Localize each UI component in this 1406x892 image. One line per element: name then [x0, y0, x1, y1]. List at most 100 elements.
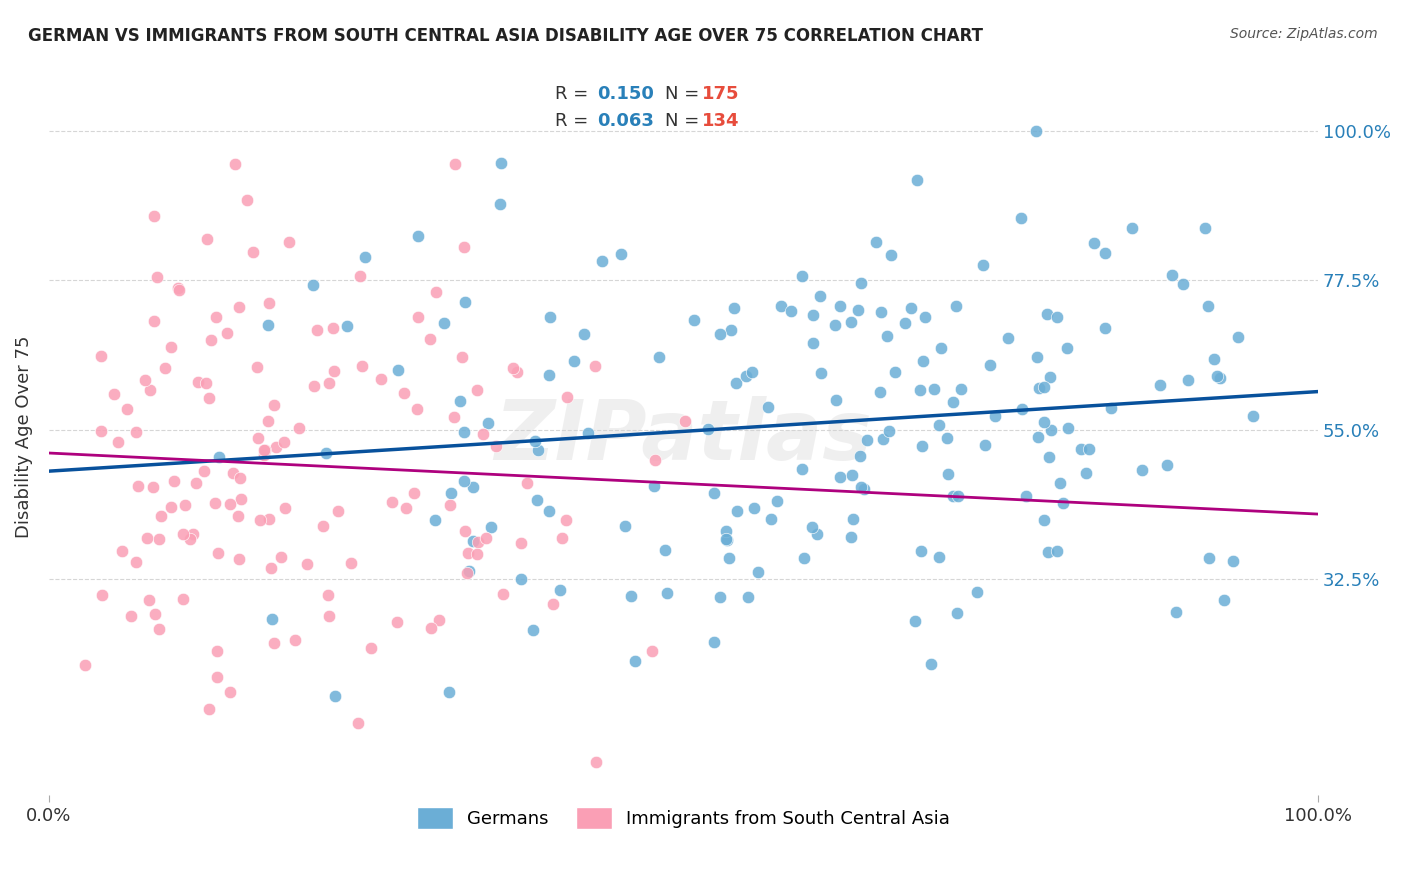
Point	[138, 593, 160, 607]
Point	[360, 640, 382, 655]
Point	[562, 354, 585, 368]
Point	[697, 422, 720, 436]
Point	[1032, 513, 1054, 527]
Point	[872, 432, 894, 446]
Point	[229, 471, 252, 485]
Point	[849, 450, 872, 464]
Point	[870, 305, 893, 319]
Point	[808, 289, 831, 303]
Point	[350, 359, 373, 374]
Point	[502, 361, 524, 376]
Point	[134, 373, 156, 387]
Point	[204, 495, 226, 509]
Point	[260, 561, 283, 575]
Point	[103, 387, 125, 401]
Point	[443, 410, 465, 425]
Point	[929, 341, 952, 355]
Point	[747, 566, 769, 580]
Point	[288, 421, 311, 435]
Point	[673, 414, 696, 428]
Point	[1194, 221, 1216, 235]
Point	[543, 597, 565, 611]
Point	[644, 453, 666, 467]
Point	[793, 551, 815, 566]
Point	[972, 259, 994, 273]
Point	[354, 250, 377, 264]
Point	[654, 542, 676, 557]
Point	[124, 554, 146, 568]
Point	[852, 483, 875, 497]
Point	[716, 524, 738, 538]
Point	[477, 416, 499, 430]
Point	[682, 313, 704, 327]
Point	[146, 270, 169, 285]
Point	[876, 329, 898, 343]
Point	[207, 669, 229, 683]
Point	[425, 285, 447, 299]
Point	[465, 383, 488, 397]
Point	[1056, 341, 1078, 355]
Point	[253, 443, 276, 458]
Point	[734, 369, 756, 384]
Point	[172, 592, 194, 607]
Point	[419, 332, 441, 346]
Point	[825, 393, 848, 408]
Point	[195, 232, 218, 246]
Point	[810, 367, 832, 381]
Point	[583, 359, 606, 373]
Point	[222, 466, 245, 480]
Point	[226, 508, 249, 523]
Point	[555, 513, 578, 527]
Point	[936, 467, 959, 481]
Point	[849, 480, 872, 494]
Point	[1130, 463, 1153, 477]
Point	[419, 621, 441, 635]
Point	[453, 425, 475, 440]
Point	[510, 535, 533, 549]
Point	[1077, 442, 1099, 457]
Point	[257, 295, 280, 310]
Point	[453, 240, 475, 254]
Point	[737, 591, 759, 605]
Point	[865, 235, 887, 249]
Point	[555, 390, 578, 404]
Point	[1049, 475, 1071, 490]
Point	[142, 314, 165, 328]
Point	[526, 493, 548, 508]
Point	[318, 609, 340, 624]
Point	[1177, 373, 1199, 387]
Point	[186, 475, 208, 490]
Point	[160, 500, 183, 514]
Point	[471, 427, 494, 442]
Point	[73, 658, 96, 673]
Point	[1160, 268, 1182, 282]
Point	[849, 277, 872, 291]
Point	[624, 654, 647, 668]
Point	[474, 531, 496, 545]
Point	[117, 402, 139, 417]
Point	[1038, 450, 1060, 464]
Point	[111, 544, 134, 558]
Point	[578, 425, 600, 440]
Point	[263, 398, 285, 412]
Point	[720, 323, 742, 337]
Point	[538, 310, 561, 324]
Point	[228, 300, 250, 314]
Legend: Germans, Immigrants from South Central Asia: Germans, Immigrants from South Central A…	[402, 793, 965, 844]
Point	[458, 564, 481, 578]
Point	[387, 615, 409, 630]
Point	[841, 467, 863, 482]
Point	[253, 442, 276, 457]
Point	[510, 572, 533, 586]
Point	[1212, 592, 1234, 607]
Point	[489, 155, 512, 169]
Point	[908, 383, 931, 397]
Point	[1094, 321, 1116, 335]
Point	[1173, 277, 1195, 291]
Point	[537, 368, 560, 383]
Point	[1198, 550, 1220, 565]
Point	[935, 431, 957, 445]
Point	[551, 531, 574, 545]
Point	[432, 316, 454, 330]
Point	[120, 609, 142, 624]
